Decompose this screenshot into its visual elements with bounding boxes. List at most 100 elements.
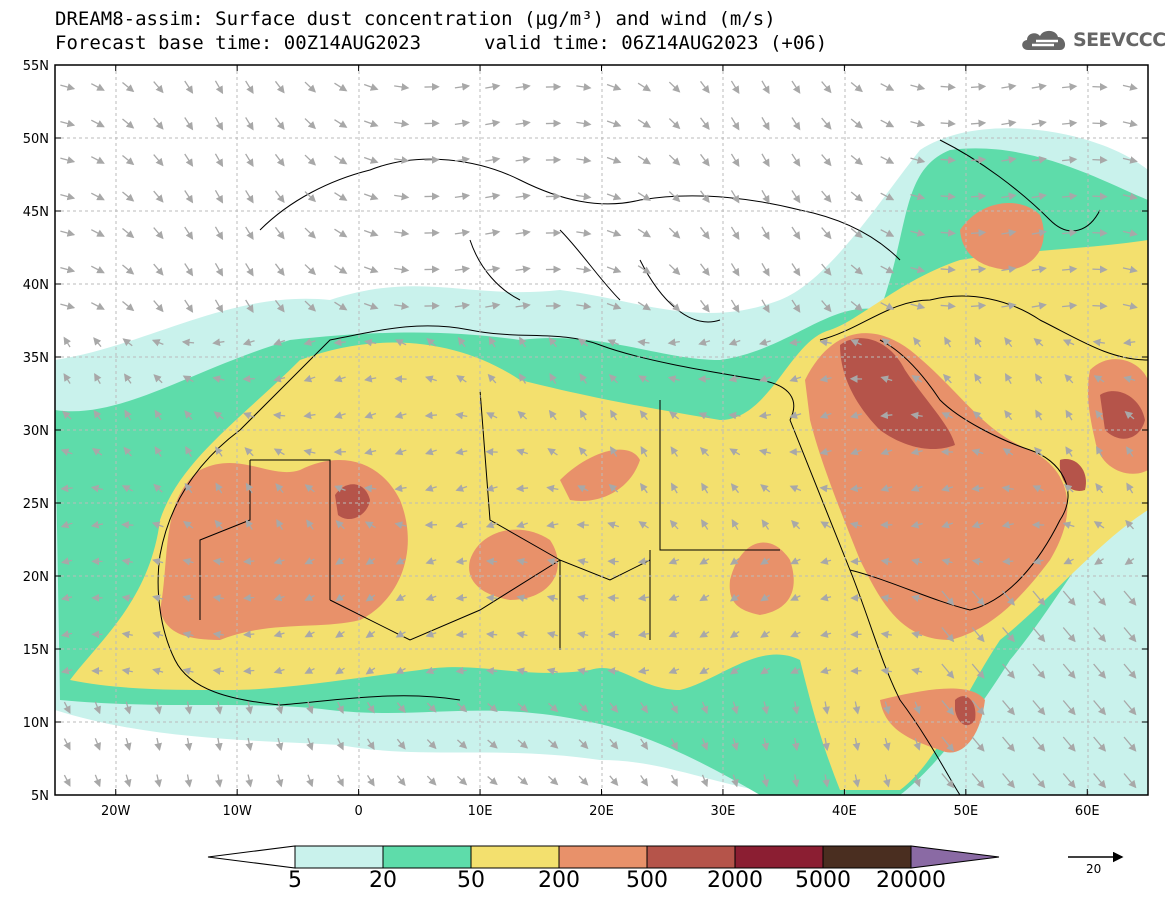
wind-arrow: [729, 593, 740, 602]
wind-arrow: [306, 738, 314, 751]
logo-text: SEEVCCC: [1073, 29, 1165, 51]
wind-arrow: [761, 226, 770, 241]
wind-arrow: [820, 666, 832, 675]
wind-arrow: [184, 153, 194, 167]
wind-arrow: [455, 447, 468, 456]
wind-arrow: [90, 192, 105, 201]
wind-arrow: [971, 448, 984, 456]
wind-arrow: [760, 666, 771, 675]
wind-arrow: [761, 737, 770, 752]
wind-arrow: [940, 192, 956, 201]
wind-arrow: [336, 738, 344, 751]
wind-arrow: [1062, 627, 1076, 643]
wind-arrow: [1002, 663, 1015, 679]
dust-contour-500: [335, 484, 370, 520]
wind-arrow: [1001, 155, 1017, 164]
wind-arrow: [245, 80, 254, 94]
wind-arrow: [62, 410, 72, 420]
wind-arrow: [1001, 484, 1014, 493]
wind-arrow: [1031, 192, 1047, 201]
wind-arrow: [487, 739, 498, 749]
wind-arrow: [730, 80, 740, 94]
wind-arrow: [426, 775, 437, 786]
wind-arrow: [1031, 119, 1047, 128]
wind-arrow: [60, 666, 73, 675]
wind-arrow: [1062, 228, 1078, 237]
wind-arrow: [212, 557, 224, 566]
wind-arrow: [425, 666, 437, 675]
wind-arrow: [121, 667, 133, 675]
wind-arrow: [1001, 301, 1017, 310]
wind-arrow: [576, 83, 592, 91]
wind-arrow: [971, 663, 985, 679]
wind-arrow: [395, 339, 407, 347]
wind-arrow: [93, 738, 101, 751]
wind-arrow: [640, 775, 649, 787]
wind-arrow: [488, 336, 497, 348]
wind-arrow: [880, 557, 892, 566]
wind-arrow: [213, 411, 224, 420]
wind-arrow: [607, 339, 619, 347]
wind-arrow: [941, 520, 954, 529]
wind-arrow: [850, 154, 863, 166]
wind-arrow: [579, 409, 588, 421]
wind-arrow: [610, 409, 618, 421]
wind-arrow: [1032, 700, 1046, 716]
wind-arrow: [485, 484, 498, 492]
wind-arrow: [850, 191, 863, 202]
forecast-base-time: Forecast base time: 00Z14AUG2023: [55, 32, 422, 54]
wind-arrow: [214, 117, 224, 131]
wind-arrow: [970, 265, 987, 274]
wind-arrow: [1095, 482, 1104, 494]
wind-arrow: [394, 302, 410, 310]
wind-arrow: [637, 119, 652, 128]
wind-arrow: [1122, 83, 1138, 91]
latitude-label: 40N: [23, 278, 49, 293]
wind-arrow: [637, 301, 652, 311]
wind-arrow: [245, 190, 254, 204]
wind-arrow: [333, 374, 346, 383]
wind-arrow: [152, 558, 164, 566]
wind-arrow: [639, 482, 648, 494]
wind-arrow: [546, 594, 558, 603]
wind-arrow: [728, 411, 741, 420]
dust-contour-500: [1100, 391, 1145, 439]
wind-vectors: [60, 80, 1138, 789]
wind-arrow: [880, 630, 892, 639]
longitude-label: 20E: [589, 804, 614, 819]
wind-arrow: [701, 519, 709, 530]
wind-arrow: [394, 521, 407, 529]
wind-arrow: [94, 373, 102, 384]
wind-arrow: [454, 192, 471, 201]
wind-arrow: [485, 119, 501, 128]
wind-arrow: [1001, 520, 1014, 529]
wind-arrow: [1065, 446, 1073, 457]
wind-arrow: [60, 302, 76, 310]
wind-arrow: [153, 154, 164, 167]
wind-arrow: [485, 265, 501, 274]
wind-arrow: [849, 411, 862, 419]
wind-arrow: [1095, 410, 1104, 421]
wind-arrow: [93, 774, 101, 788]
wind-arrow: [821, 81, 832, 94]
wind-arrow: [426, 702, 437, 713]
wind-arrow: [1035, 409, 1043, 421]
wind-arrow: [516, 630, 528, 639]
wind-arrow: [880, 265, 895, 274]
wind-arrow: [90, 302, 105, 310]
wind-arrow: [1031, 301, 1047, 310]
wind-arrow: [760, 630, 771, 638]
wind-arrow: [304, 191, 317, 203]
wind-arrow: [1032, 663, 1046, 679]
wind-arrow: [910, 484, 923, 492]
wind-arrow: [151, 339, 164, 347]
wind-arrow: [1001, 192, 1017, 201]
wind-arrow: [820, 593, 832, 602]
wind-arrow: [819, 484, 832, 493]
wind-arrow: [123, 737, 132, 751]
wind-arrow: [970, 155, 987, 164]
wind-arrow: [455, 630, 467, 639]
wind-arrow: [882, 701, 891, 715]
wind-arrow: [850, 118, 863, 129]
wind-arrow: [245, 299, 254, 313]
